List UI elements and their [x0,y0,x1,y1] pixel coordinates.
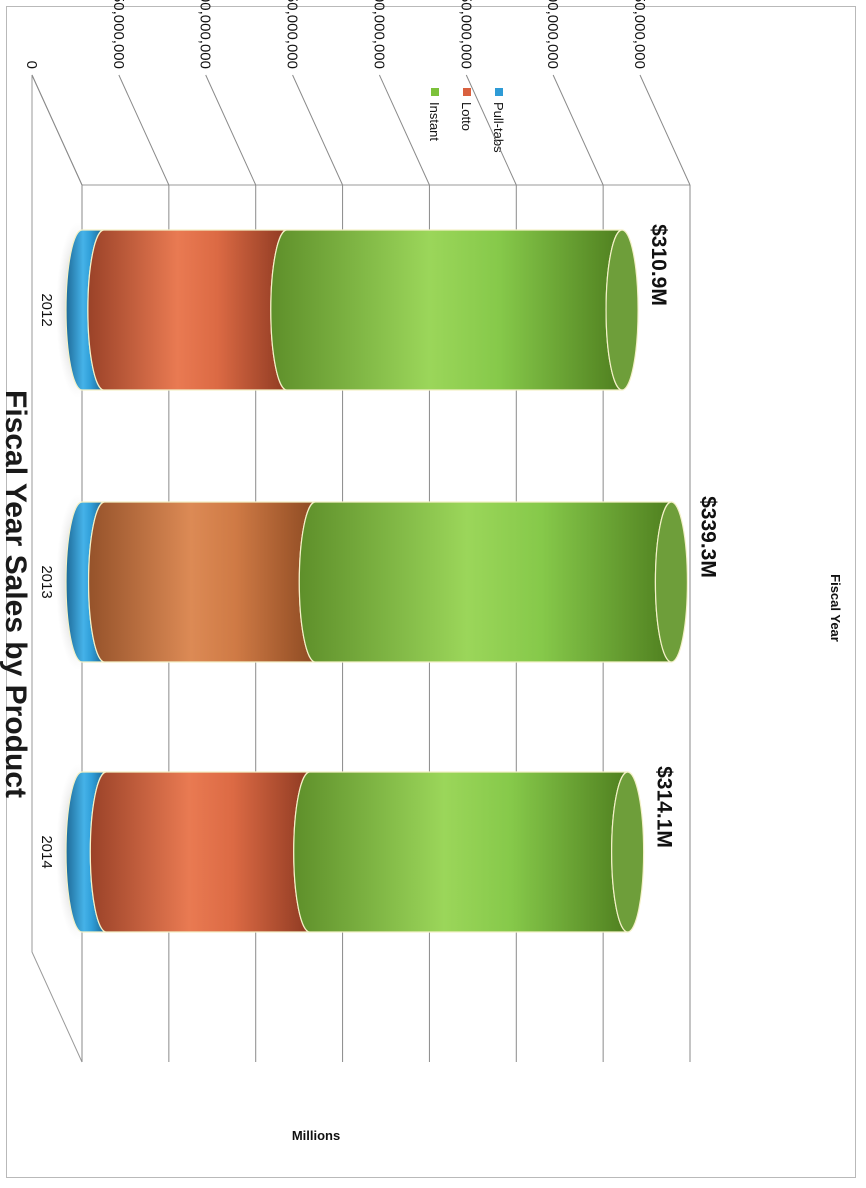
bars [56,222,689,940]
y-tick-label: 150,000,000 [284,0,301,69]
total-label-2012: $310.9M [647,224,670,306]
y-axis-title: Millions [292,1128,340,1143]
chart-title: Fiscal Year Sales by Product [0,390,32,798]
gridline-depth [118,74,170,186]
chart-frame [6,6,856,1178]
y-tick-label: 200,000,000 [370,0,387,69]
bar-segment-instant-2013 [298,501,672,663]
legend-swatch-lotto [463,88,471,96]
x-axis-categories: 2012 2013 2014 [38,293,55,868]
bar-top-cap [611,771,645,933]
x-tick-label-2012: 2012 [38,293,55,326]
bar-segment-instant-2012 [270,229,623,391]
legend-swatch-pull-tabs [495,88,503,96]
total-label-2013: $339.3M [696,496,719,578]
legend-swatch-instant [431,88,439,96]
gridline-depth [31,74,83,186]
gridline-depth [378,74,430,186]
bar-segment-lotto-2012 [87,229,287,391]
y-tick-label: 250,000,000 [457,0,474,69]
y-tick-label: 50,000,000 [110,0,127,69]
gridline-depth [465,74,517,186]
bar-top-cap [605,229,639,391]
legend-label-lotto: Lotto [459,102,474,131]
x-tick-label-2013: 2013 [38,565,55,598]
y-tick-label: 350,000,000 [631,0,648,69]
y-axis-ticks: 0 50,000,000 100,000,000 150,000,000 200,000… [23,0,648,69]
bar-segment-lotto-2013 [87,501,316,663]
total-label-2014: $314.1M [653,766,676,848]
gridline-depth [552,74,604,186]
y-tick-label: 100,000,000 [197,0,214,69]
legend-label-pull-tabs: Pull-tabs [491,102,506,153]
gridline-depth [639,74,691,186]
gridline-depth [292,74,344,186]
legend-label-instant: Instant [427,102,442,141]
y-tick-label: 300,000,000 [544,0,561,69]
legend: Instant Lotto Pull-tabs [427,88,506,153]
x-tick-label-2014: 2014 [38,835,55,868]
x-axis-title: Fiscal Year [828,574,843,642]
total-labels: $310.9M $339.3M $314.1M [647,224,719,848]
bar-segment-instant-2014 [293,771,628,933]
gridline-depth [205,74,257,186]
bar-top-cap [654,501,689,663]
bar-segment-lotto-2014 [89,771,310,933]
y-tick-label: 0 [23,61,40,69]
